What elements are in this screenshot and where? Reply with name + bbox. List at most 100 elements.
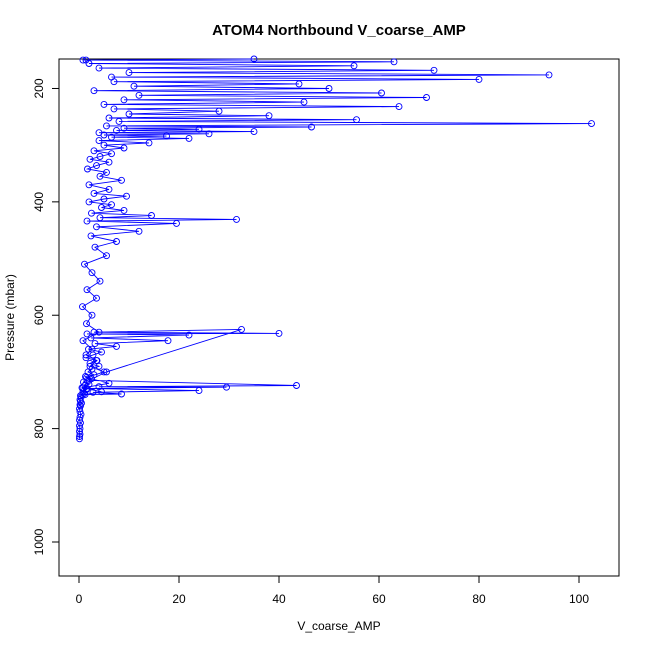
data-point [93,294,100,302]
data-point [113,126,120,134]
data-point [100,195,108,203]
data-point [87,334,95,342]
data-point [83,384,91,392]
data-point [105,158,113,166]
data-point [110,105,118,113]
data-point [223,383,230,391]
data-point [85,181,93,189]
data-point [103,252,110,260]
data-point [250,55,258,63]
y-axis: 200 400 600 800 1000 [32,78,60,555]
data-point [430,66,438,74]
data-point [118,176,125,184]
data-point [100,141,108,149]
y-tick-label: 1000 [32,528,46,555]
data-point [135,227,143,235]
data-point [82,354,90,362]
data-point [95,129,103,137]
x-tick-label: 40 [272,592,286,606]
data-point [275,329,283,337]
data-point [90,147,98,155]
data-point [475,75,483,83]
data-point [86,362,94,370]
data-point [90,87,98,95]
data-point [308,123,315,131]
data-point [83,376,91,384]
data-point [118,390,125,398]
x-axis: 0 20 40 60 80 100 [76,575,589,606]
data-point [84,165,91,173]
data-point [103,368,110,376]
data-point [300,98,308,106]
data-point [113,238,120,245]
data-point [293,382,300,389]
data-point [115,117,123,125]
data-point [81,260,88,268]
data-point [588,120,595,128]
series-line [79,58,592,439]
data-point [120,144,128,152]
data-point [82,351,90,359]
data-point [98,204,105,211]
data-point [103,122,110,130]
data-point [87,232,95,240]
data-point [233,215,240,223]
data-point [108,73,115,81]
x-tick-label: 80 [472,592,486,606]
y-tick-label: 600 [32,305,46,325]
data-point [90,328,98,336]
data-point [83,217,91,225]
data-point [250,128,258,136]
data-point [96,214,104,222]
data-point [130,82,138,90]
data-point [108,150,115,158]
data-point [85,345,92,353]
data-point [86,359,94,367]
data-point [83,374,90,382]
data-point [350,62,358,70]
data-point [205,130,213,138]
data-point [148,212,155,219]
data-point [125,110,133,118]
data-point [105,114,113,122]
data-point [79,384,87,392]
x-tick-label: 0 [76,592,83,606]
data-point [195,387,203,395]
x-tick-label: 100 [569,592,589,606]
data-point [79,56,87,64]
data-point [390,58,398,66]
data-point [215,107,223,115]
data-point [125,69,133,77]
data-point [108,133,115,141]
data-point [83,320,90,328]
data-point [105,379,113,387]
y-tick-label: 200 [32,78,46,98]
data-point [123,192,130,200]
data-point [88,209,95,217]
data-point [89,388,97,396]
data-point [96,277,104,285]
data-point [83,330,91,338]
data-point [95,328,103,336]
data-point [545,71,553,79]
x-axis-label: V_coarse_AMP [297,619,380,633]
y-axis-label: Pressure (mbar) [3,274,17,361]
data-point [82,56,90,64]
data-point [120,206,128,214]
data-point [88,311,96,319]
data-point [90,189,98,197]
data-point [265,112,273,120]
data-point [120,96,128,104]
data-point [95,137,103,145]
data-point [76,401,84,409]
data-point [185,331,193,339]
data-point [81,391,89,399]
x-tick-label: 60 [372,592,386,606]
data-point [88,269,96,277]
chart-title: ATOM4 Northbound V_coarse_AMP [212,22,466,39]
data-point [113,342,120,350]
data-point [88,345,96,353]
data-point [395,103,403,111]
data-point [105,185,113,193]
